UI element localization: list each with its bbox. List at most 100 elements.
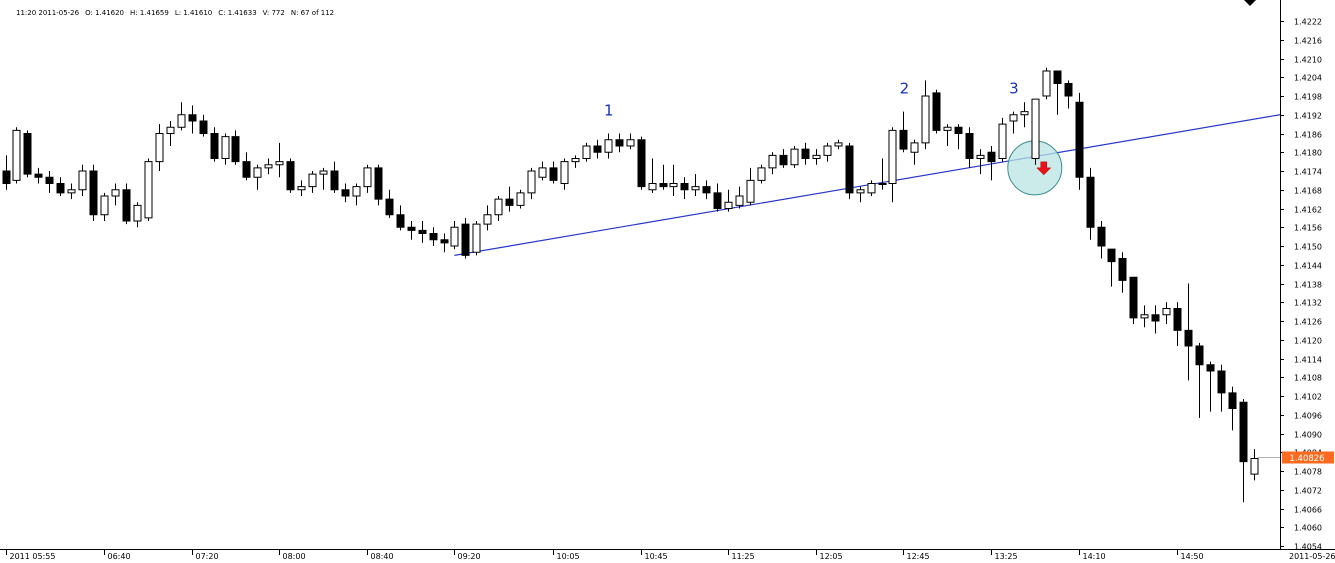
candle-body [1107, 248, 1116, 263]
wave-label: 3 [1009, 80, 1019, 98]
x-tick-label: 10:05 [557, 552, 580, 561]
candle-body [1162, 308, 1171, 316]
candle-body [407, 226, 416, 231]
candle-body [1140, 314, 1149, 319]
candle-body [987, 151, 996, 163]
x-tick-label: 13:25 [995, 552, 1018, 561]
candle-body [166, 126, 175, 134]
candle-body [549, 167, 558, 181]
candle-body [45, 176, 54, 184]
candle-body [155, 133, 164, 163]
candle-body [1195, 345, 1204, 366]
candle-body [845, 145, 854, 194]
candle-body [746, 179, 755, 203]
candle-body [702, 186, 711, 194]
candle-body [856, 189, 865, 194]
candle-body [122, 189, 131, 222]
y-tick-label: 1.4156 [1294, 224, 1322, 233]
candle-body [34, 173, 43, 178]
y-tick-label: 1.4180 [1294, 149, 1322, 158]
candle-body [264, 164, 273, 169]
y-tick-label: 1.4126 [1294, 318, 1322, 327]
candle-body [878, 183, 887, 185]
candle-body [1075, 101, 1084, 178]
candle-body [1217, 370, 1226, 394]
info-volume: V: 772 [262, 9, 285, 17]
candle-body [1173, 308, 1182, 331]
candle-body [1184, 329, 1193, 347]
info-bar-index: N: 67 of 112 [290, 9, 335, 17]
candle-body [757, 167, 766, 181]
y-tick-label: 1.4216 [1294, 37, 1322, 46]
candle-body [593, 145, 602, 153]
info-high: H: 1.41659 [130, 9, 169, 17]
info-timestamp: 11:20 2011-05-26 [16, 9, 80, 17]
candle-body [188, 114, 197, 122]
candle-body [538, 167, 547, 178]
y-tick-label: 1.4102 [1294, 393, 1322, 402]
candle-body [888, 129, 897, 184]
candle-body [418, 229, 427, 234]
candle-body [429, 233, 438, 241]
y-tick-label: 1.4120 [1294, 337, 1322, 346]
candle-body [1064, 83, 1073, 97]
sell-arrow-icon [1036, 161, 1052, 176]
candle-body [472, 223, 481, 253]
y-tick-label: 1.4174 [1294, 168, 1322, 177]
x-tick-label: 12:45 [907, 552, 930, 561]
candle-body [516, 192, 525, 206]
candle-body [768, 154, 777, 169]
x-tick-label: 10:45 [645, 552, 668, 561]
candle-body [932, 92, 941, 131]
info-close: C: 1.41633 [218, 9, 257, 17]
y-tick-label: 1.4186 [1294, 131, 1322, 140]
candle-body [1020, 111, 1029, 116]
y-tick-label: 1.4144 [1294, 262, 1322, 271]
candle-body [637, 139, 646, 188]
candle-body [910, 142, 919, 153]
candle-body [571, 158, 580, 163]
info-low: L: 1.41610 [174, 9, 213, 17]
candle-body [231, 136, 240, 163]
candle-body [144, 161, 153, 219]
candle-body [615, 139, 624, 147]
candle-body [308, 173, 317, 188]
date-label: 2011-05-26 [1289, 552, 1335, 561]
candle-body [560, 161, 569, 184]
candle-body [812, 154, 821, 159]
candle-body [352, 186, 361, 197]
candle-body [385, 198, 394, 216]
x-tick-label: 14:50 [1181, 552, 1204, 561]
candle-body [275, 161, 284, 166]
x-tick-label: 08:00 [283, 552, 306, 561]
candle-body [1118, 258, 1127, 281]
candle-body [1239, 401, 1248, 463]
candle-body [461, 223, 470, 256]
y-tick-label: 1.4072 [1294, 487, 1322, 496]
x-tick-label: 08:40 [371, 552, 394, 561]
candle-body [1250, 458, 1259, 475]
scroll-marker-icon[interactable] [1244, 0, 1256, 6]
candle-body [713, 192, 722, 209]
y-tick-label: 1.4066 [1294, 506, 1322, 515]
candle-body [133, 204, 142, 222]
x-tick-label: 09:20 [458, 552, 481, 561]
candle-body [998, 123, 1007, 159]
trendline [454, 114, 1281, 256]
candle-body [626, 139, 635, 147]
candle-body [330, 170, 339, 191]
candle-body [724, 201, 733, 209]
candle-body [23, 133, 32, 175]
x-tick-label: 07:20 [196, 552, 219, 561]
candle-body [801, 148, 810, 159]
y-tick-label: 1.4168 [1294, 187, 1322, 196]
candle-body [341, 189, 350, 197]
candle-body [67, 189, 76, 194]
candle-body [659, 183, 668, 188]
candle-body [199, 120, 208, 134]
x-tick-label: 06:40 [108, 552, 131, 561]
candle-body [976, 154, 985, 159]
last-price-tag [1282, 451, 1334, 464]
